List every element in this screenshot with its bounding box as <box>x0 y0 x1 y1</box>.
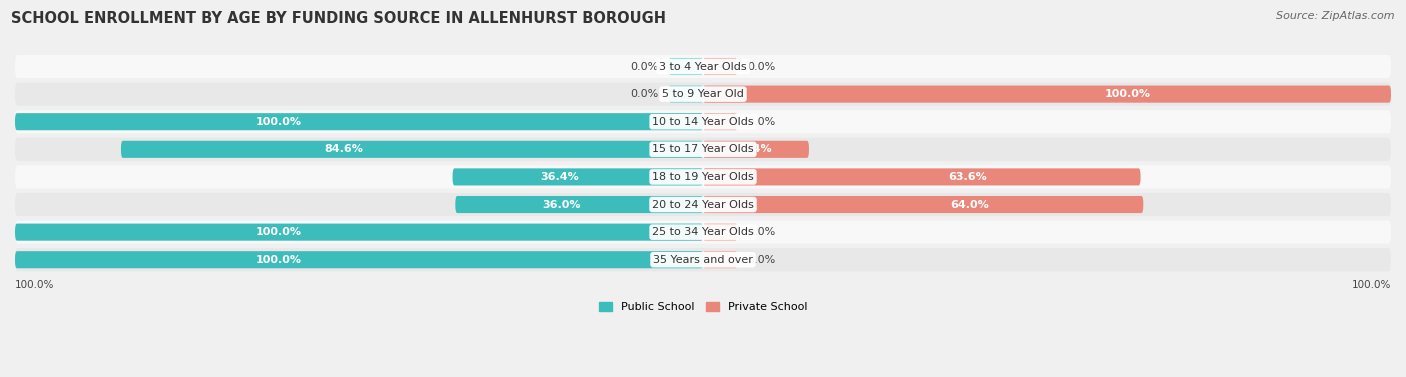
Text: 15.4%: 15.4% <box>734 144 772 154</box>
Text: 84.6%: 84.6% <box>325 144 364 154</box>
Text: 100.0%: 100.0% <box>1104 89 1150 99</box>
FancyBboxPatch shape <box>15 251 703 268</box>
FancyBboxPatch shape <box>456 196 703 213</box>
FancyBboxPatch shape <box>15 248 1391 271</box>
Text: 36.0%: 36.0% <box>541 199 581 210</box>
FancyBboxPatch shape <box>703 196 1143 213</box>
FancyBboxPatch shape <box>15 55 1391 78</box>
Text: 20 to 24 Year Olds: 20 to 24 Year Olds <box>652 199 754 210</box>
FancyBboxPatch shape <box>669 86 703 103</box>
Text: 100.0%: 100.0% <box>256 117 302 127</box>
Text: 18 to 19 Year Olds: 18 to 19 Year Olds <box>652 172 754 182</box>
FancyBboxPatch shape <box>703 141 808 158</box>
FancyBboxPatch shape <box>453 169 703 185</box>
FancyBboxPatch shape <box>121 141 703 158</box>
Text: 0.0%: 0.0% <box>748 117 776 127</box>
Text: 0.0%: 0.0% <box>748 61 776 72</box>
FancyBboxPatch shape <box>669 58 703 75</box>
Text: 0.0%: 0.0% <box>748 227 776 237</box>
Text: 10 to 14 Year Olds: 10 to 14 Year Olds <box>652 117 754 127</box>
Text: 100.0%: 100.0% <box>256 255 302 265</box>
Text: 35 Years and over: 35 Years and over <box>652 255 754 265</box>
Text: 0.0%: 0.0% <box>630 61 658 72</box>
Text: 100.0%: 100.0% <box>256 227 302 237</box>
FancyBboxPatch shape <box>703 58 737 75</box>
FancyBboxPatch shape <box>703 113 737 130</box>
Text: 3 to 4 Year Olds: 3 to 4 Year Olds <box>659 61 747 72</box>
FancyBboxPatch shape <box>15 83 1391 106</box>
Legend: Public School, Private School: Public School, Private School <box>595 297 811 317</box>
Text: 0.0%: 0.0% <box>630 89 658 99</box>
FancyBboxPatch shape <box>15 193 1391 216</box>
Text: 63.6%: 63.6% <box>949 172 987 182</box>
FancyBboxPatch shape <box>15 221 1391 244</box>
Text: 100.0%: 100.0% <box>15 280 55 290</box>
Text: 15 to 17 Year Olds: 15 to 17 Year Olds <box>652 144 754 154</box>
FancyBboxPatch shape <box>15 110 1391 133</box>
Text: 36.4%: 36.4% <box>540 172 579 182</box>
FancyBboxPatch shape <box>703 86 1391 103</box>
FancyBboxPatch shape <box>15 224 703 241</box>
FancyBboxPatch shape <box>703 224 737 241</box>
Text: SCHOOL ENROLLMENT BY AGE BY FUNDING SOURCE IN ALLENHURST BOROUGH: SCHOOL ENROLLMENT BY AGE BY FUNDING SOUR… <box>11 11 666 26</box>
Text: 100.0%: 100.0% <box>1351 280 1391 290</box>
FancyBboxPatch shape <box>15 166 1391 188</box>
Text: 25 to 34 Year Olds: 25 to 34 Year Olds <box>652 227 754 237</box>
Text: 5 to 9 Year Old: 5 to 9 Year Old <box>662 89 744 99</box>
FancyBboxPatch shape <box>15 138 1391 161</box>
FancyBboxPatch shape <box>15 113 703 130</box>
FancyBboxPatch shape <box>703 251 737 268</box>
Text: Source: ZipAtlas.com: Source: ZipAtlas.com <box>1277 11 1395 21</box>
Text: 64.0%: 64.0% <box>950 199 990 210</box>
Text: 0.0%: 0.0% <box>748 255 776 265</box>
FancyBboxPatch shape <box>703 169 1140 185</box>
